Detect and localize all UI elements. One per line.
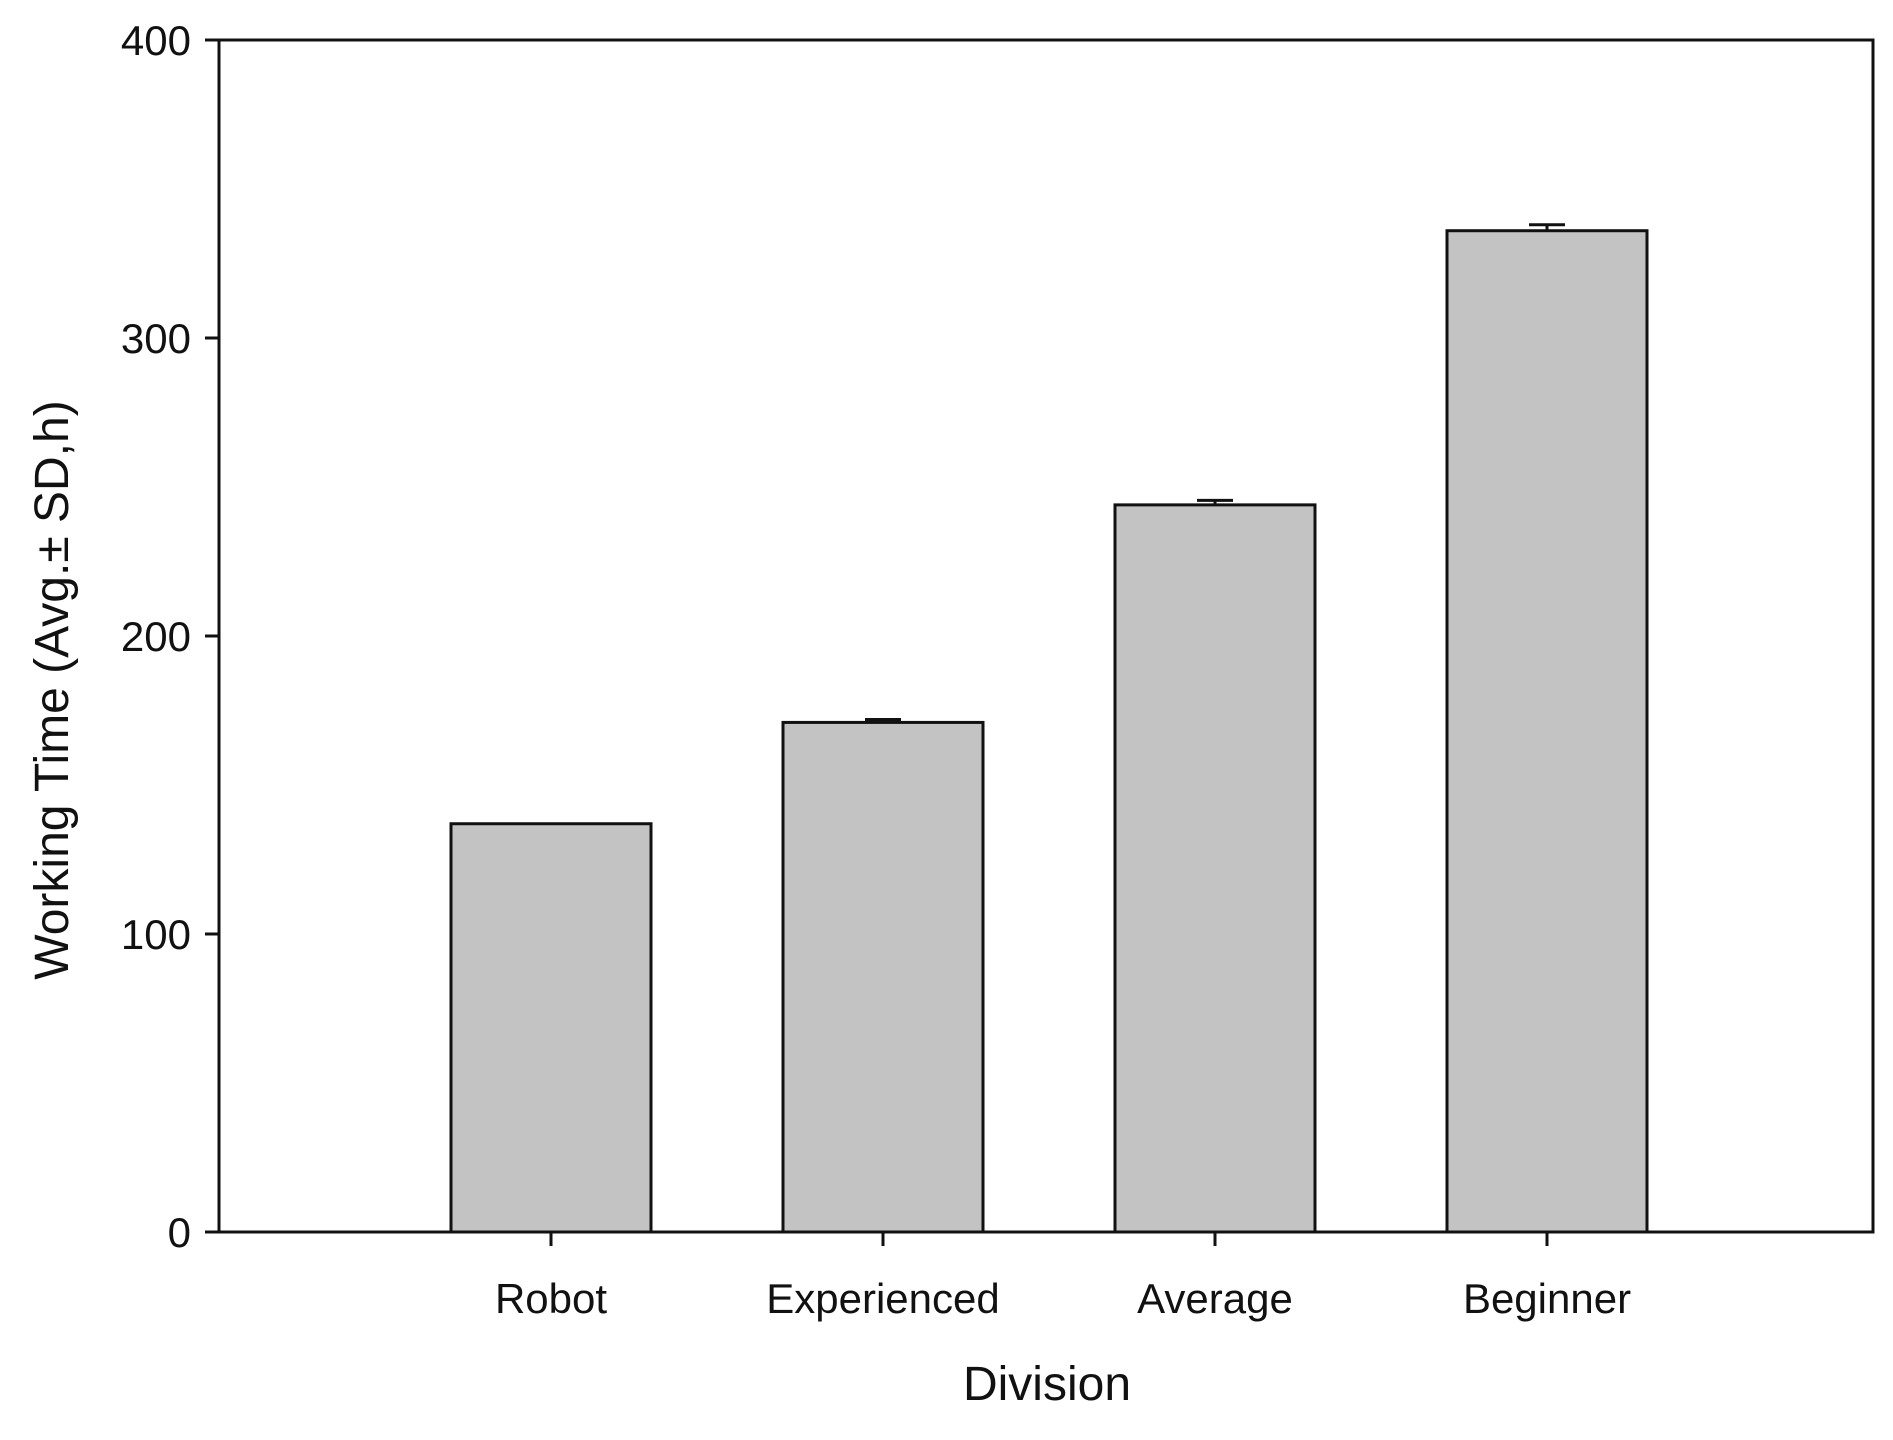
bar-robot xyxy=(449,822,653,1234)
y-axis-title: Working Time (Avg.± SD,h) xyxy=(26,400,79,979)
x-tick-label-average: Average xyxy=(1137,1275,1293,1322)
y-tick-label: 0 xyxy=(168,1209,191,1256)
bar-average xyxy=(1113,503,1317,1234)
x-tick-label-experienced: Experienced xyxy=(766,1275,999,1322)
bar-experienced xyxy=(781,720,985,1234)
bar-beginner xyxy=(1445,229,1649,1234)
axes-layer xyxy=(205,38,1875,1246)
y-tick-label: 300 xyxy=(121,315,191,362)
x-tick-label-beginner: Beginner xyxy=(1463,1275,1631,1322)
y-tick-label: 200 xyxy=(121,613,191,660)
labels-layer: 0 100 200 300 400 Robot Experienced Average Begi… xyxy=(121,17,1631,1322)
x-tick-label-robot: Robot xyxy=(495,1275,607,1322)
bars-layer xyxy=(449,223,1649,1234)
y-tick-label: 400 xyxy=(121,17,191,64)
y-tick-label: 100 xyxy=(121,911,191,958)
x-axis-title: Division xyxy=(963,1358,1131,1411)
